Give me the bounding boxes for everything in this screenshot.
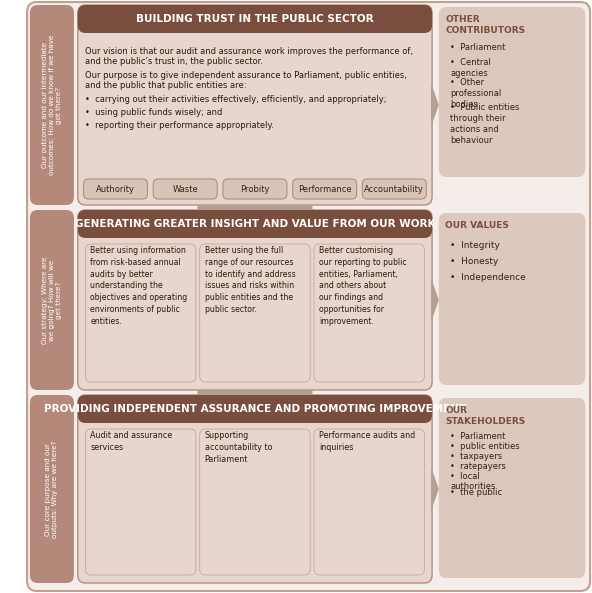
Text: •  public entities: • public entities — [451, 442, 520, 451]
Text: Audit and assurance
services: Audit and assurance services — [90, 431, 172, 452]
FancyBboxPatch shape — [27, 2, 590, 591]
Polygon shape — [431, 278, 439, 322]
FancyBboxPatch shape — [362, 179, 426, 199]
Text: OTHER
CONTRIBUTORS: OTHER CONTRIBUTORS — [446, 15, 526, 35]
Text: Accountability: Accountability — [365, 184, 424, 193]
Text: •  using public funds wisely; and: • using public funds wisely; and — [85, 108, 223, 117]
FancyBboxPatch shape — [78, 5, 432, 205]
FancyBboxPatch shape — [85, 429, 196, 575]
Text: and the public that public entities are:: and the public that public entities are: — [85, 81, 247, 90]
Text: •  Parliament: • Parliament — [451, 432, 506, 441]
Text: Better using information
from risk-based annual
audits by better
understanding t: Better using information from risk-based… — [90, 246, 188, 326]
Polygon shape — [198, 205, 313, 223]
FancyBboxPatch shape — [85, 244, 196, 382]
FancyBboxPatch shape — [439, 398, 585, 578]
Text: OUR
STAKEHOLDERS: OUR STAKEHOLDERS — [446, 406, 526, 426]
Text: •  carrying out their activities effectively, efficiently, and appropriately;: • carrying out their activities effectiv… — [85, 95, 387, 104]
Text: GENERATING GREATER INSIGHT AND VALUE FROM OUR WORK: GENERATING GREATER INSIGHT AND VALUE FRO… — [75, 219, 435, 229]
FancyBboxPatch shape — [30, 5, 74, 205]
Text: Supporting
accountability to
Parliament: Supporting accountability to Parliament — [204, 431, 272, 464]
Polygon shape — [431, 83, 439, 127]
Text: Performance audits and
inquiries: Performance audits and inquiries — [318, 431, 415, 452]
FancyBboxPatch shape — [439, 213, 585, 385]
FancyBboxPatch shape — [292, 179, 356, 199]
FancyBboxPatch shape — [78, 395, 432, 423]
Text: Our outcome and our intermediate
outcomes: How do we know if we have
got there?: Our outcome and our intermediate outcome… — [42, 35, 62, 175]
Text: •  local
authorities: • local authorities — [451, 472, 496, 492]
FancyBboxPatch shape — [78, 5, 432, 33]
Polygon shape — [198, 390, 313, 408]
Text: •  Honesty: • Honesty — [451, 257, 498, 266]
FancyBboxPatch shape — [30, 395, 74, 583]
Text: Our vision is that our audit and assurance work improves the performance of,: Our vision is that our audit and assuran… — [85, 47, 413, 56]
Text: Our purpose is to give independent assurance to Parliament, public entities,: Our purpose is to give independent assur… — [85, 71, 407, 80]
Text: Better using the full
range of our resources
to identify and address
issues and : Better using the full range of our resou… — [204, 246, 295, 314]
Text: •  the public: • the public — [451, 488, 503, 497]
Text: •  reporting their performance appropriately.: • reporting their performance appropriat… — [85, 121, 274, 130]
Text: Authority: Authority — [96, 184, 135, 193]
Text: •  ratepayers: • ratepayers — [451, 462, 506, 471]
FancyBboxPatch shape — [153, 179, 217, 199]
Polygon shape — [431, 467, 439, 511]
FancyBboxPatch shape — [223, 179, 287, 199]
Text: •  Central
agencies: • Central agencies — [451, 58, 491, 78]
FancyBboxPatch shape — [314, 429, 424, 575]
Text: Our strategy: Where are
we going? How will we
get there?: Our strategy: Where are we going? How wi… — [42, 256, 62, 344]
FancyBboxPatch shape — [83, 179, 147, 199]
Text: Our core purpose and our
outputs: Why are we here?: Our core purpose and our outputs: Why ar… — [46, 440, 59, 538]
FancyBboxPatch shape — [78, 395, 432, 583]
FancyBboxPatch shape — [200, 244, 310, 382]
Text: Waste: Waste — [172, 184, 198, 193]
Text: •  taxpayers: • taxpayers — [451, 452, 503, 461]
Text: and the public’s trust in, the public sector.: and the public’s trust in, the public se… — [85, 57, 263, 66]
FancyBboxPatch shape — [439, 7, 585, 177]
FancyBboxPatch shape — [314, 244, 424, 382]
Text: OUR VALUES: OUR VALUES — [446, 221, 509, 230]
Text: BUILDING TRUST IN THE PUBLIC SECTOR: BUILDING TRUST IN THE PUBLIC SECTOR — [136, 14, 374, 24]
Text: •  Parliament: • Parliament — [451, 43, 506, 52]
Text: Probity: Probity — [240, 184, 270, 193]
FancyBboxPatch shape — [78, 210, 432, 238]
FancyBboxPatch shape — [78, 210, 432, 390]
Text: Performance: Performance — [298, 184, 352, 193]
Text: PROVIDING INDEPENDENT ASSURANCE AND PROMOTING IMPROVEMENT: PROVIDING INDEPENDENT ASSURANCE AND PROM… — [44, 404, 466, 414]
Text: Better customising
our reporting to public
entities, Parliament,
and others abou: Better customising our reporting to publ… — [318, 246, 406, 326]
Text: •  Integrity: • Integrity — [451, 241, 500, 250]
Text: •  Independence: • Independence — [451, 273, 526, 282]
Text: •  Public entities
through their
actions and
behaviour: • Public entities through their actions … — [451, 103, 520, 145]
FancyBboxPatch shape — [200, 429, 310, 575]
Text: •  Other
professional
bodies: • Other professional bodies — [451, 78, 501, 109]
FancyBboxPatch shape — [30, 210, 74, 390]
